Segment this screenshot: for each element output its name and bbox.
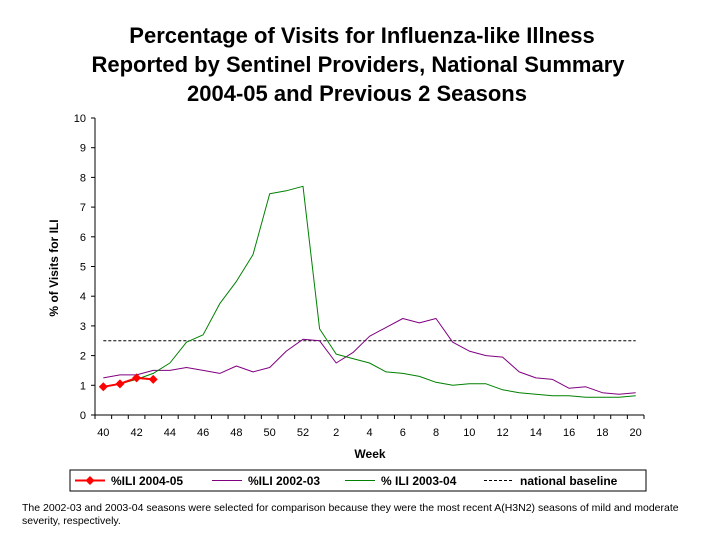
x-tick-label: 4 bbox=[366, 427, 372, 439]
legend-label-2003-04: % ILI 2003-04 bbox=[381, 474, 457, 488]
y-tick-label: 5 bbox=[80, 262, 86, 274]
x-tick-label: 12 bbox=[496, 427, 508, 439]
y-tick-label: 1 bbox=[80, 380, 86, 392]
x-tick-label: 20 bbox=[630, 427, 642, 439]
y-tick-label: 10 bbox=[74, 113, 86, 125]
title-line-3: 2004-05 and Previous 2 Seasons bbox=[187, 81, 527, 106]
legend-label-baseline: national baseline bbox=[520, 474, 618, 488]
x-tick-label: 2 bbox=[333, 427, 339, 439]
x-tick-label: 14 bbox=[530, 427, 542, 439]
x-tick-label: 18 bbox=[596, 427, 608, 439]
x-tick-label: 48 bbox=[230, 427, 242, 439]
footnote: The 2002-03 and 2003-04 seasons were sel… bbox=[22, 502, 679, 527]
series-line-2002-03 bbox=[103, 318, 636, 395]
legend-label-2002-03: %ILI 2002-03 bbox=[248, 474, 320, 488]
x-tick-label: 46 bbox=[197, 427, 209, 439]
x-tick-label: 8 bbox=[433, 427, 439, 439]
y-tick-label: 6 bbox=[80, 232, 86, 244]
title-line-2: Reported by Sentinel Providers, National… bbox=[91, 52, 625, 77]
data-point-2004-05 bbox=[115, 379, 125, 389]
x-tick-label: 42 bbox=[130, 427, 142, 439]
x-axis: 40 42 44 46 48 50 52 2 4 6 8 10 12 14 16 18 20 bbox=[94, 414, 645, 439]
legend: %ILI 2004-05 %ILI 2002-03 % ILI 2003-04 … bbox=[69, 469, 647, 492]
series-line-2003-04 bbox=[103, 185, 636, 398]
data-point-2004-05 bbox=[98, 382, 108, 392]
x-tick-label: 16 bbox=[563, 427, 575, 439]
title-line-1: Percentage of Visits for Influenza-like … bbox=[129, 23, 594, 48]
y-axis-label: % of Visits for ILI bbox=[47, 219, 61, 316]
y-tick-label: 4 bbox=[80, 291, 86, 303]
x-tick-label: 10 bbox=[463, 427, 475, 439]
chart-title: Percentage of Visits for Influenza-like … bbox=[91, 23, 625, 106]
legend-marker-2004-05 bbox=[85, 476, 95, 485]
y-tick-label: 7 bbox=[80, 202, 86, 214]
x-tick-label: 52 bbox=[297, 427, 309, 439]
y-axis: 0 1 2 3 4 5 6 7 8 9 10 bbox=[74, 113, 96, 422]
legend-label-2004-05: %ILI 2004-05 bbox=[111, 474, 183, 488]
y-tick-label: 8 bbox=[80, 172, 86, 184]
series-layer bbox=[98, 185, 636, 398]
y-tick-label: 9 bbox=[80, 143, 86, 155]
x-axis-label: Week bbox=[354, 447, 385, 461]
data-point-2004-05 bbox=[148, 374, 158, 384]
y-tick-label: 0 bbox=[80, 410, 86, 422]
x-tick-label: 40 bbox=[97, 427, 109, 439]
y-tick-label: 3 bbox=[80, 321, 86, 333]
chart: Percentage of Visits for Influenza-like … bbox=[47, 23, 647, 492]
series-line-2004-05 bbox=[103, 376, 154, 388]
y-tick-label: 2 bbox=[80, 351, 86, 363]
x-tick-label: 50 bbox=[264, 427, 276, 439]
x-tick-label: 44 bbox=[164, 427, 176, 439]
x-tick-label: 6 bbox=[400, 427, 406, 439]
data-point-2004-05 bbox=[132, 373, 142, 383]
